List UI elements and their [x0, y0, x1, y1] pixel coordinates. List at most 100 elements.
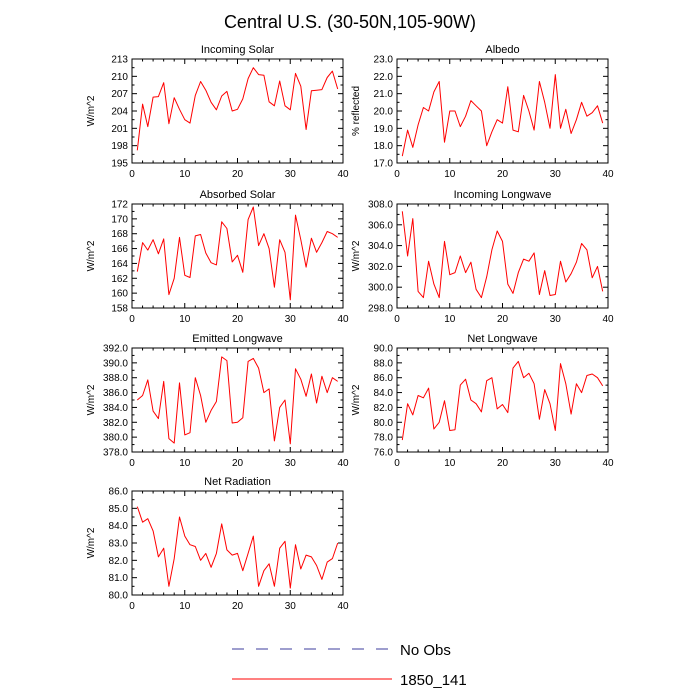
x-tick-label: 40	[602, 314, 614, 325]
y-tick-label: 210	[111, 72, 128, 83]
y-axis-label: W/m^2	[86, 384, 97, 415]
plot-frame	[131, 58, 344, 164]
panel-incoming-longwave: Incoming Longwave W/m^2 0 10 20 30 40 298.0 300.…	[351, 189, 614, 325]
panel-title: Albedo	[485, 44, 519, 56]
y-tick-label: 158	[111, 304, 128, 315]
x-tick-label: 30	[550, 314, 562, 325]
y-tick-label: 19.0	[374, 124, 394, 135]
y-tick-label: 384.0	[103, 403, 128, 414]
x-tick-label: 40	[337, 169, 349, 180]
panel-title: Emitted Longwave	[192, 333, 283, 345]
x-tick-label: 40	[337, 314, 349, 325]
y-tick-label: 82.0	[374, 403, 394, 414]
y-tick-label: 204	[111, 107, 128, 118]
y-tick-label: 164	[111, 259, 128, 270]
x-tick-label: 30	[285, 458, 297, 469]
y-tick-label: 83.0	[109, 539, 129, 550]
panel-emitted-longwave: Emitted Longwave W/m^2 0 10 20 30 40 378.0 380.0…	[86, 333, 349, 469]
x-tick-label: 0	[129, 458, 135, 469]
x-tick-label: 20	[497, 314, 509, 325]
legend-no-obs-label: No Obs	[400, 642, 451, 659]
figure-title: Central U.S. (30-50N,105-90W)	[224, 12, 476, 32]
y-tick-label: 22.0	[374, 72, 394, 83]
series-line-1850-141	[401, 74, 604, 157]
series-line-1850-141	[136, 67, 339, 151]
y-tick-label: 86.0	[374, 373, 394, 384]
y-tick-label: 81.0	[109, 573, 129, 584]
x-tick-label: 40	[337, 601, 349, 612]
plot-frame	[396, 347, 609, 453]
y-tick-label: 162	[111, 274, 128, 285]
y-tick-label: 84.0	[374, 388, 394, 399]
y-tick-label: 166	[111, 244, 128, 255]
y-tick-label: 172	[111, 200, 128, 211]
series-line-1850-141	[136, 356, 338, 445]
legend-1850-141-label: 1850_141	[400, 672, 467, 689]
y-tick-label: 388.0	[103, 373, 128, 384]
y-tick-label: 160	[111, 289, 128, 300]
y-tick-label: 85.0	[109, 504, 129, 515]
y-tick-label: 78.0	[374, 433, 394, 444]
x-tick-label: 30	[285, 601, 297, 612]
y-tick-label: 80.0	[374, 418, 394, 429]
y-tick-label: 390.0	[103, 358, 128, 369]
y-axis-label: W/m^2	[351, 384, 362, 415]
x-tick-label: 10	[179, 601, 191, 612]
y-tick-label: 386.0	[103, 388, 128, 399]
x-tick-label: 40	[602, 169, 614, 180]
x-tick-label: 30	[285, 169, 297, 180]
y-tick-label: 302.0	[368, 262, 393, 273]
y-tick-label: 23.0	[374, 55, 394, 66]
y-axis-label: W/m^2	[86, 527, 97, 558]
x-tick-label: 0	[129, 169, 135, 180]
y-tick-label: 207	[111, 89, 128, 100]
y-axis-label: W/m^2	[351, 240, 362, 271]
panel-title: Absorbed Solar	[200, 189, 276, 201]
x-tick-label: 20	[232, 458, 244, 469]
y-tick-label: 86.0	[109, 487, 129, 498]
y-axis-label: W/m^2	[86, 240, 97, 271]
y-tick-label: 308.0	[368, 200, 393, 211]
y-tick-label: 195	[111, 159, 128, 170]
y-tick-label: 304.0	[368, 241, 393, 252]
y-tick-label: 298.0	[368, 304, 393, 315]
plot-frame	[131, 347, 344, 453]
panel-net-longwave: Net Longwave W/m^2 0 10 20 30 40 76.0 78.0 80.0 82…	[351, 333, 614, 469]
y-tick-label: 18.0	[374, 141, 394, 152]
x-tick-label: 20	[497, 169, 509, 180]
y-tick-label: 300.0	[368, 283, 393, 294]
panel-albedo: Albedo % reflected 0 10 20 30 40 17.0 18.0 19.0 20…	[351, 44, 614, 180]
y-tick-label: 201	[111, 124, 128, 135]
x-tick-label: 20	[232, 314, 244, 325]
x-tick-label: 0	[394, 169, 400, 180]
x-tick-label: 10	[179, 169, 191, 180]
x-tick-label: 0	[129, 314, 135, 325]
plot-frame	[396, 203, 609, 309]
y-tick-label: 17.0	[374, 159, 394, 170]
y-tick-label: 392.0	[103, 344, 128, 355]
x-tick-label: 0	[394, 314, 400, 325]
x-tick-label: 0	[129, 601, 135, 612]
plot-frame	[131, 490, 344, 596]
x-tick-label: 20	[232, 169, 244, 180]
y-tick-label: 382.0	[103, 418, 128, 429]
x-tick-label: 10	[444, 314, 456, 325]
y-tick-label: 170	[111, 214, 128, 225]
y-tick-label: 21.0	[374, 89, 394, 100]
panel-title: Net Radiation	[204, 476, 271, 488]
x-tick-label: 30	[550, 169, 562, 180]
series-line-1850-141	[136, 206, 338, 301]
y-tick-label: 82.0	[109, 556, 129, 567]
panel-net-radiation: Net Radiation W/m^2 0 10 20 30 40 80.0 81.0 82.0 8…	[86, 476, 349, 612]
y-tick-label: 20.0	[374, 107, 394, 118]
x-tick-label: 30	[285, 314, 297, 325]
legend: No Obs 1850_141	[232, 642, 467, 689]
series-line-1850-141	[401, 211, 604, 299]
y-tick-label: 80.0	[109, 591, 129, 602]
x-tick-label: 10	[179, 458, 191, 469]
y-axis-label: % reflected	[351, 86, 362, 136]
x-tick-label: 30	[550, 458, 562, 469]
x-tick-label: 20	[232, 601, 244, 612]
